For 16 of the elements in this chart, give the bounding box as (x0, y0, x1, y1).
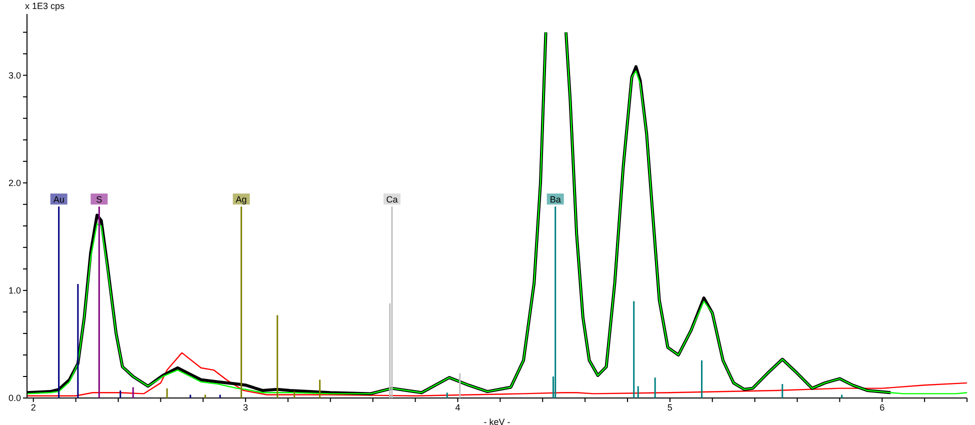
series-label: Au (53, 194, 64, 205)
series-label: Ca (386, 194, 398, 205)
x-tick-label: 2 (30, 402, 36, 412)
x-axis-title: - keV - (484, 417, 510, 425)
y-tick-label: 1.0 (8, 286, 21, 296)
y-tick-label: 2.0 (8, 178, 21, 188)
x-tick-label: 3 (243, 402, 248, 412)
x-tick-label: 6 (880, 402, 885, 412)
series-label: S (96, 194, 102, 205)
x-tick-label: 4 (455, 402, 460, 412)
x-tick-label: 5 (667, 402, 672, 412)
y-tick-label: 3.0 (8, 70, 21, 81)
y-axis-title: x 1E3 cps (25, 1, 65, 11)
y-tick-label: 0.0 (8, 393, 21, 404)
series-label: Ag (236, 194, 247, 205)
series-label: Ba (550, 194, 561, 205)
